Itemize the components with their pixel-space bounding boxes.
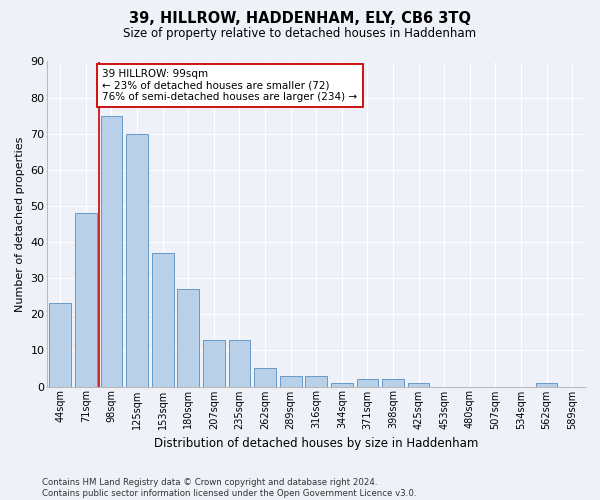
Text: Size of property relative to detached houses in Haddenham: Size of property relative to detached ho…: [124, 28, 476, 40]
Bar: [178, 289, 199, 386]
Bar: [356, 380, 379, 386]
Text: 39 HILLROW: 99sqm
← 23% of detached houses are smaller (72)
76% of semi-detached: 39 HILLROW: 99sqm ← 23% of detached hous…: [103, 68, 358, 102]
Bar: [126, 134, 148, 386]
Bar: [101, 116, 122, 386]
Bar: [280, 376, 302, 386]
Text: 39, HILLROW, HADDENHAM, ELY, CB6 3TQ: 39, HILLROW, HADDENHAM, ELY, CB6 3TQ: [129, 11, 471, 26]
Bar: [382, 380, 404, 386]
Bar: [229, 340, 250, 386]
Text: Contains HM Land Registry data © Crown copyright and database right 2024.
Contai: Contains HM Land Registry data © Crown c…: [42, 478, 416, 498]
Bar: [408, 383, 430, 386]
Bar: [75, 213, 97, 386]
Bar: [203, 340, 225, 386]
Bar: [331, 383, 353, 386]
Bar: [536, 383, 557, 386]
X-axis label: Distribution of detached houses by size in Haddenham: Distribution of detached houses by size …: [154, 437, 478, 450]
Y-axis label: Number of detached properties: Number of detached properties: [15, 136, 25, 312]
Bar: [254, 368, 276, 386]
Bar: [49, 304, 71, 386]
Bar: [152, 253, 173, 386]
Bar: [305, 376, 327, 386]
